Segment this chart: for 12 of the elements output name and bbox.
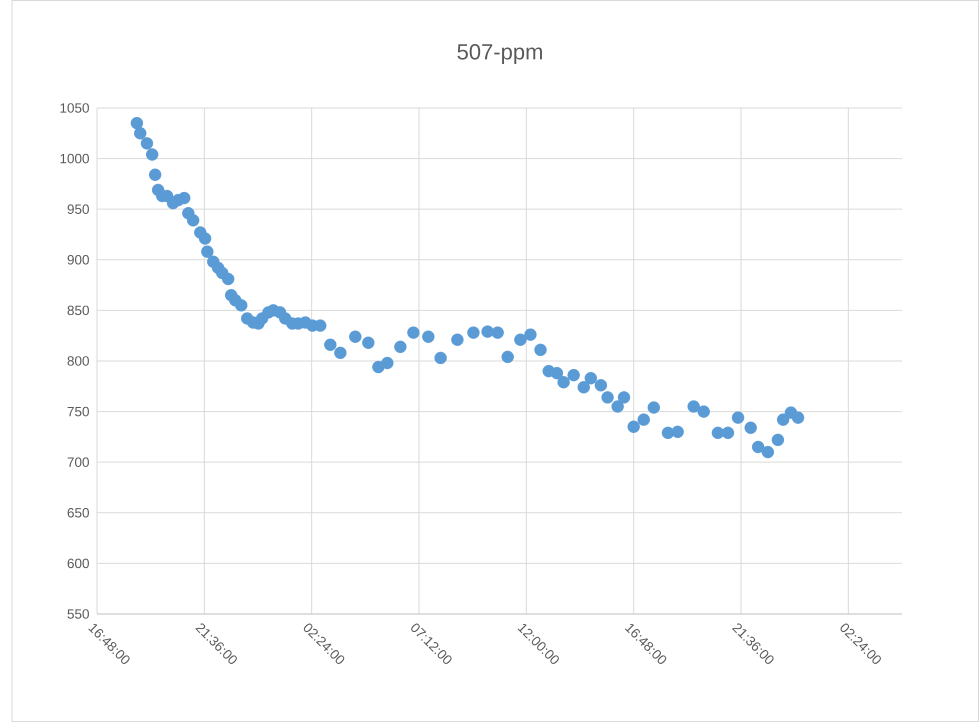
y-tick-label: 550 [68, 609, 89, 619]
y-tick-label: 850 [68, 306, 89, 316]
y-tick-label: 1000 [60, 154, 89, 164]
y-tick-label: 1050 [60, 103, 89, 113]
y-tick-label: 650 [68, 508, 89, 518]
y-tick-label: 950 [68, 204, 89, 214]
y-tick-label: 600 [68, 558, 89, 568]
y-tick-label: 750 [68, 406, 89, 416]
y-tick-label: 900 [68, 255, 89, 265]
y-tick-label: 800 [68, 356, 89, 366]
chart-title: 507-ppm [457, 44, 542, 64]
y-tick-label: 700 [68, 457, 89, 467]
